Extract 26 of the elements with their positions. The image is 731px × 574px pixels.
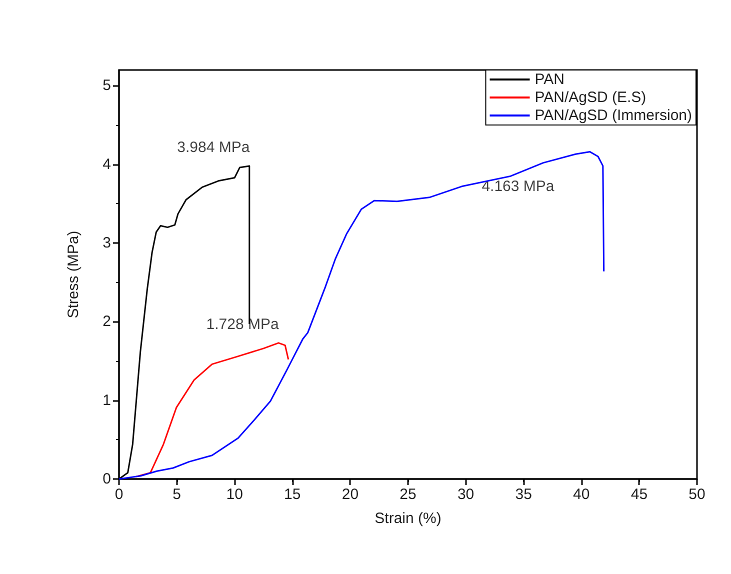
y-tick-label: 4 <box>102 156 111 173</box>
line-series <box>136 342 290 478</box>
x-tick-label: 35 <box>515 486 532 503</box>
y-tick-label: 1 <box>102 392 111 409</box>
annotation: 1.728 MPa <box>206 316 280 333</box>
x-tick-label: 25 <box>400 486 416 503</box>
y-tick-label: 5 <box>102 77 111 94</box>
legend-label: PAN <box>534 71 564 88</box>
x-tick-label: 30 <box>457 486 474 503</box>
annotation: 4.163 MPa <box>482 178 555 195</box>
annotation: 3.984 MPa <box>177 138 250 156</box>
y-tick-label: 0 <box>102 470 111 488</box>
x-tick-label: 15 <box>284 486 301 503</box>
y-tick-label: 2 <box>102 313 111 330</box>
x-axis-title: Strain (%) <box>374 510 442 527</box>
x-tick-label: 20 <box>342 486 359 503</box>
x-tick-label: 40 <box>573 486 590 503</box>
y-tick-label: 3 <box>102 234 111 252</box>
legend-label: PAN/AgSD (Immersion) <box>534 107 692 124</box>
x-tick-label: 5 <box>172 486 181 503</box>
y-axis-title: Stress (MPa) <box>65 230 82 318</box>
x-tick-label: 45 <box>630 486 648 503</box>
legend-label: PAN/AgSD (E.S) <box>534 89 646 106</box>
x-tick-label: 10 <box>226 486 243 503</box>
x-tick-label: 50 <box>688 486 706 503</box>
x-tick-label: 0 <box>114 486 124 503</box>
